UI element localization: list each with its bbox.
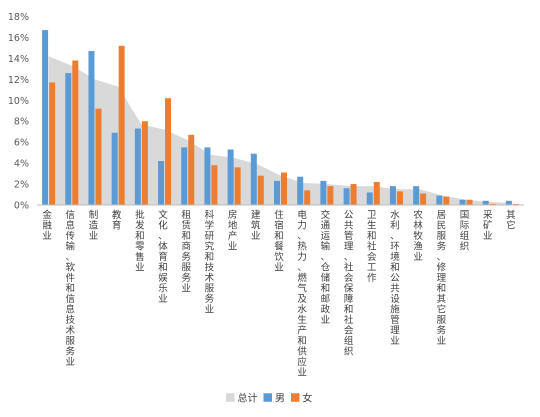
- bar-female: [489, 203, 496, 205]
- y-tick-label: 14%: [8, 54, 29, 65]
- x-tick-label: 房地产业: [228, 209, 238, 253]
- bar-female: [234, 167, 241, 205]
- bar-female: [350, 184, 357, 205]
- bar-female: [466, 199, 473, 205]
- y-tick-label: 0%: [14, 201, 29, 212]
- bars: [42, 30, 519, 206]
- y-axis: 0% 2% 4% 6% 8% 10% 12% 14% 16% 18%: [8, 12, 29, 212]
- x-tick-label: 制造业: [89, 209, 99, 242]
- bar-male: [88, 51, 95, 205]
- bar-female: [257, 175, 264, 205]
- bar-female: [512, 203, 519, 205]
- x-tick-label: 租赁和商务服务业: [181, 209, 191, 295]
- bar-male: [158, 161, 165, 205]
- x-tick-label: 批发和零售业: [135, 209, 145, 274]
- x-tick-label: 其它: [506, 210, 516, 232]
- bar-male: [366, 192, 373, 205]
- y-tick-label: 4%: [14, 159, 29, 170]
- bar-female: [304, 190, 311, 205]
- bar-male: [181, 147, 188, 205]
- legend-label: 总计: [238, 392, 258, 405]
- bar-female: [95, 108, 102, 205]
- y-tick-label: 6%: [14, 138, 29, 149]
- bar-male: [134, 128, 141, 205]
- bar-female: [49, 82, 56, 205]
- y-tick-label: 10%: [8, 96, 29, 107]
- x-tick-label: 教育: [112, 209, 122, 232]
- x-tick-label: 住宿和餐饮业: [274, 209, 284, 274]
- y-tick-label: 18%: [8, 12, 29, 23]
- x-tick-label: 公共管理、社会保障和社会组织: [344, 210, 354, 358]
- x-tick-label: 交通运输、仓储和邮政业: [321, 209, 331, 326]
- y-tick-label: 12%: [8, 75, 29, 86]
- bar-male: [505, 200, 512, 205]
- bar-female: [211, 165, 218, 205]
- bar-female: [72, 60, 79, 205]
- bar-female: [327, 186, 334, 205]
- legend: 总计 男 女: [226, 392, 313, 405]
- bar-male: [297, 176, 304, 205]
- x-tick-label: 国际组织: [460, 210, 470, 253]
- bar-male: [436, 195, 443, 205]
- bar-female: [396, 191, 403, 205]
- y-tick-label: 2%: [14, 180, 29, 191]
- bar-female: [420, 193, 427, 205]
- bar-female: [141, 121, 148, 205]
- bar-male: [343, 188, 350, 205]
- bar-male: [274, 180, 280, 205]
- bar-male: [227, 149, 234, 205]
- bar-female: [118, 45, 125, 206]
- bar-male: [482, 200, 489, 205]
- legend-swatch: [226, 393, 235, 402]
- bar-female: [165, 98, 172, 205]
- bar-male: [389, 186, 396, 205]
- legend-label: 女: [303, 392, 313, 405]
- x-tick-label: 水利、环境和公共设施管理业: [390, 209, 400, 347]
- bar-female: [188, 134, 195, 205]
- bar-male: [42, 30, 49, 205]
- x-tick-label: 科学研究和技术服务业: [205, 209, 215, 316]
- legend-swatch: [291, 393, 300, 402]
- legend-swatch: [263, 393, 272, 402]
- bar-male: [459, 199, 466, 205]
- x-tick-label: 居民服务、修理和其它服务业: [437, 210, 447, 347]
- y-tick-label: 16%: [8, 33, 29, 44]
- x-tick-label: 信息传输、软件和信息技术服务业: [66, 209, 76, 368]
- bar-male: [65, 73, 72, 205]
- x-tick-label: 采矿业: [483, 210, 493, 242]
- x-tick-label: 金融业: [42, 209, 52, 242]
- bar-female: [281, 172, 287, 205]
- x-tick-label: 农林牧渔业: [413, 209, 423, 263]
- bar-male: [320, 180, 327, 205]
- x-axis-labels: 金融业 信息传输、软件和信息技术服务业 制造业 教育 批发和零售业 文化、体育和娱乐业 租赁…: [42, 209, 516, 379]
- x-tick-label: 卫生和社会工作: [367, 210, 377, 284]
- bar-male: [250, 153, 257, 205]
- legend-label: 男: [275, 393, 285, 405]
- x-tick-label: 文化、体育和娱乐业: [158, 209, 168, 305]
- bar-male: [204, 147, 211, 205]
- bar-female: [373, 181, 380, 205]
- x-tick-label: 电力、热力、燃气及水生产和供应业: [297, 209, 307, 379]
- x-tick-label: 建筑业: [251, 209, 261, 242]
- y-tick-label: 8%: [14, 117, 29, 128]
- total-area: [48, 56, 513, 205]
- bar-female: [443, 196, 450, 205]
- bar-male: [413, 186, 420, 205]
- bar-male: [111, 132, 118, 205]
